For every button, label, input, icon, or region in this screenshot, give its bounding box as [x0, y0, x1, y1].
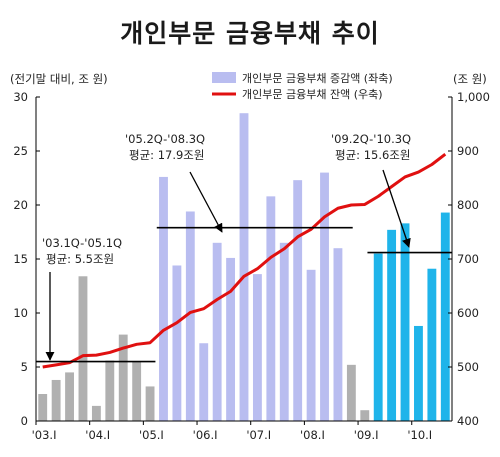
- bar-'09.1Q: [360, 410, 370, 421]
- bar-'10.3Q: [440, 212, 450, 421]
- left-tick-label: 25: [13, 144, 28, 158]
- bar-'10.2Q: [427, 268, 437, 421]
- bar-'05.2Q: [159, 176, 168, 421]
- annotation-arrow-2: [189, 171, 223, 233]
- legend-line-label: 개인부문 금융부채 잔액 (우축): [242, 88, 383, 101]
- x-tick-label: '07.I: [246, 428, 271, 442]
- balance-line: [42, 153, 447, 369]
- bar-'07.4Q: [293, 180, 303, 421]
- left-tick-label: 30: [13, 90, 28, 104]
- bar-'08.4Q: [346, 364, 356, 421]
- annotation-period-3: '09.2Q-'10.3Q: [331, 132, 411, 146]
- right-tick-label: 400: [457, 414, 479, 428]
- bar-'03.4Q: [78, 276, 88, 421]
- right-tick-label: 900: [457, 144, 479, 158]
- bar-'03.3Q: [65, 372, 74, 421]
- left-tick-label: 0: [21, 414, 28, 428]
- x-tick-label: '06.I: [193, 428, 218, 442]
- right-axis-label: (조 원): [453, 72, 487, 86]
- bar-'04.3Q: [118, 334, 128, 421]
- x-tick-label: '04.I: [85, 428, 110, 442]
- legend: 개인부문 금융부채 증감액 (좌축) 개인부문 금융부채 잔액 (우축): [212, 72, 393, 101]
- left-tick-label: 10: [13, 306, 28, 320]
- right-tick-label: 500: [457, 360, 479, 374]
- bar-'04.2Q: [105, 360, 115, 421]
- bar-'07.3Q: [279, 242, 289, 421]
- bar-'07.2Q: [266, 196, 276, 421]
- legend-bar-swatch: [212, 72, 236, 83]
- annotation-period-1: '03.1Q-'05.1Q: [42, 236, 122, 250]
- chart-title: 개인부문 금융부채 추이: [120, 19, 380, 48]
- annotation-average-1: 평균: 5.5조원: [46, 252, 114, 266]
- annotation-period-2: '05.2Q-'08.3Q: [125, 132, 205, 146]
- bar-'05.4Q: [185, 211, 195, 421]
- x-tick-label: '10.I: [407, 428, 432, 442]
- bar-'03.2Q: [51, 379, 61, 421]
- bar-'05.1Q: [145, 386, 155, 421]
- left-tick-label: 5: [21, 360, 28, 374]
- right-tick-label: 700: [457, 252, 479, 266]
- left-tick-label: 20: [13, 198, 28, 212]
- right-tick-label: 600: [457, 306, 479, 320]
- bar-'06.3Q: [226, 257, 236, 421]
- bar-'07.1Q: [252, 274, 262, 421]
- bar-'10.1Q: [414, 325, 423, 421]
- x-tick-label: '08.I: [300, 428, 325, 442]
- left-axis-label: (전기말 대비, 조 원): [10, 72, 108, 86]
- right-tick-label: 1,000: [457, 90, 490, 104]
- bar-'09.4Q: [400, 223, 410, 421]
- annotation-arrow-3: [382, 169, 411, 248]
- x-tick-label: '03.I: [32, 428, 57, 442]
- bar-'08.1Q: [306, 269, 316, 421]
- bar-'09.2Q: [373, 253, 383, 421]
- bar-'03.1Q: [38, 394, 48, 421]
- right-tick-label: 800: [457, 198, 479, 212]
- bar-'06.4Q: [239, 113, 249, 421]
- legend-bar-label: 개인부문 금융부채 증감액 (좌축): [242, 72, 393, 85]
- bar-'04.4Q: [132, 361, 142, 421]
- left-tick-label: 15: [13, 252, 28, 266]
- annotation-average-3: 평균: 15.6조원: [335, 148, 410, 162]
- bar-'09.3Q: [387, 229, 397, 421]
- bar-'06.2Q: [212, 242, 222, 421]
- bar-'08.2Q: [320, 172, 329, 421]
- x-tick-label: '05.I: [139, 428, 164, 442]
- x-tick-label: '09.I: [354, 428, 379, 442]
- bar-'05.3Q: [172, 265, 182, 421]
- bar-'08.3Q: [333, 248, 343, 421]
- annotation-average-2: 평균: 17.9조원: [129, 148, 204, 162]
- bar-'04.1Q: [91, 405, 101, 421]
- bar-'06.1Q: [199, 343, 209, 421]
